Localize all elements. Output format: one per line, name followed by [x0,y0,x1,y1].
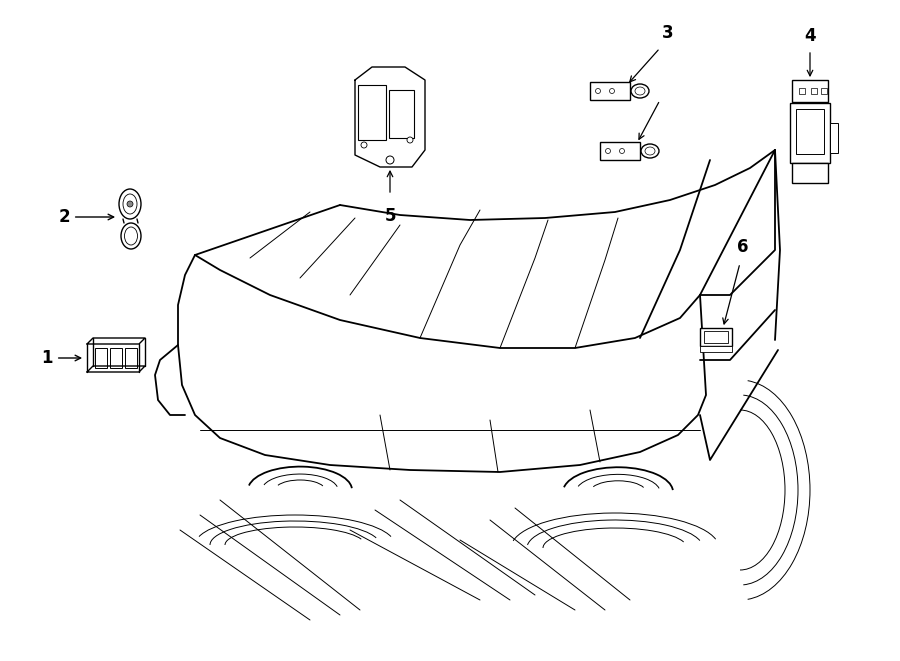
Bar [792,163,828,183]
Ellipse shape [645,147,655,155]
Bar [830,123,838,153]
Ellipse shape [123,194,137,214]
Bar [125,348,137,368]
Text: 1: 1 [41,349,81,367]
Circle shape [386,156,394,164]
Ellipse shape [635,87,645,95]
Circle shape [619,149,625,153]
Circle shape [606,149,610,153]
Bar [700,328,732,346]
Bar [790,103,830,163]
Circle shape [596,89,600,93]
Bar [704,331,728,343]
Circle shape [361,142,367,148]
Ellipse shape [121,223,141,249]
Ellipse shape [119,189,141,219]
Bar [95,348,107,368]
Bar [792,80,828,102]
Bar [110,348,122,368]
Bar [821,88,827,94]
Text: 6: 6 [737,238,749,256]
Ellipse shape [631,84,649,98]
Bar [799,88,805,94]
Circle shape [127,201,133,207]
Circle shape [609,89,615,93]
Bar [358,85,386,140]
Bar [811,88,817,94]
Text: 3: 3 [662,24,674,42]
Circle shape [407,137,413,143]
Ellipse shape [641,144,659,158]
Bar [590,82,630,100]
Bar [600,142,640,160]
Bar [700,346,732,352]
Bar [389,90,414,138]
Text: 4: 4 [805,27,815,45]
Text: 5: 5 [384,207,396,225]
Bar [796,109,824,154]
Ellipse shape [124,227,138,245]
Text: 2: 2 [58,208,113,226]
